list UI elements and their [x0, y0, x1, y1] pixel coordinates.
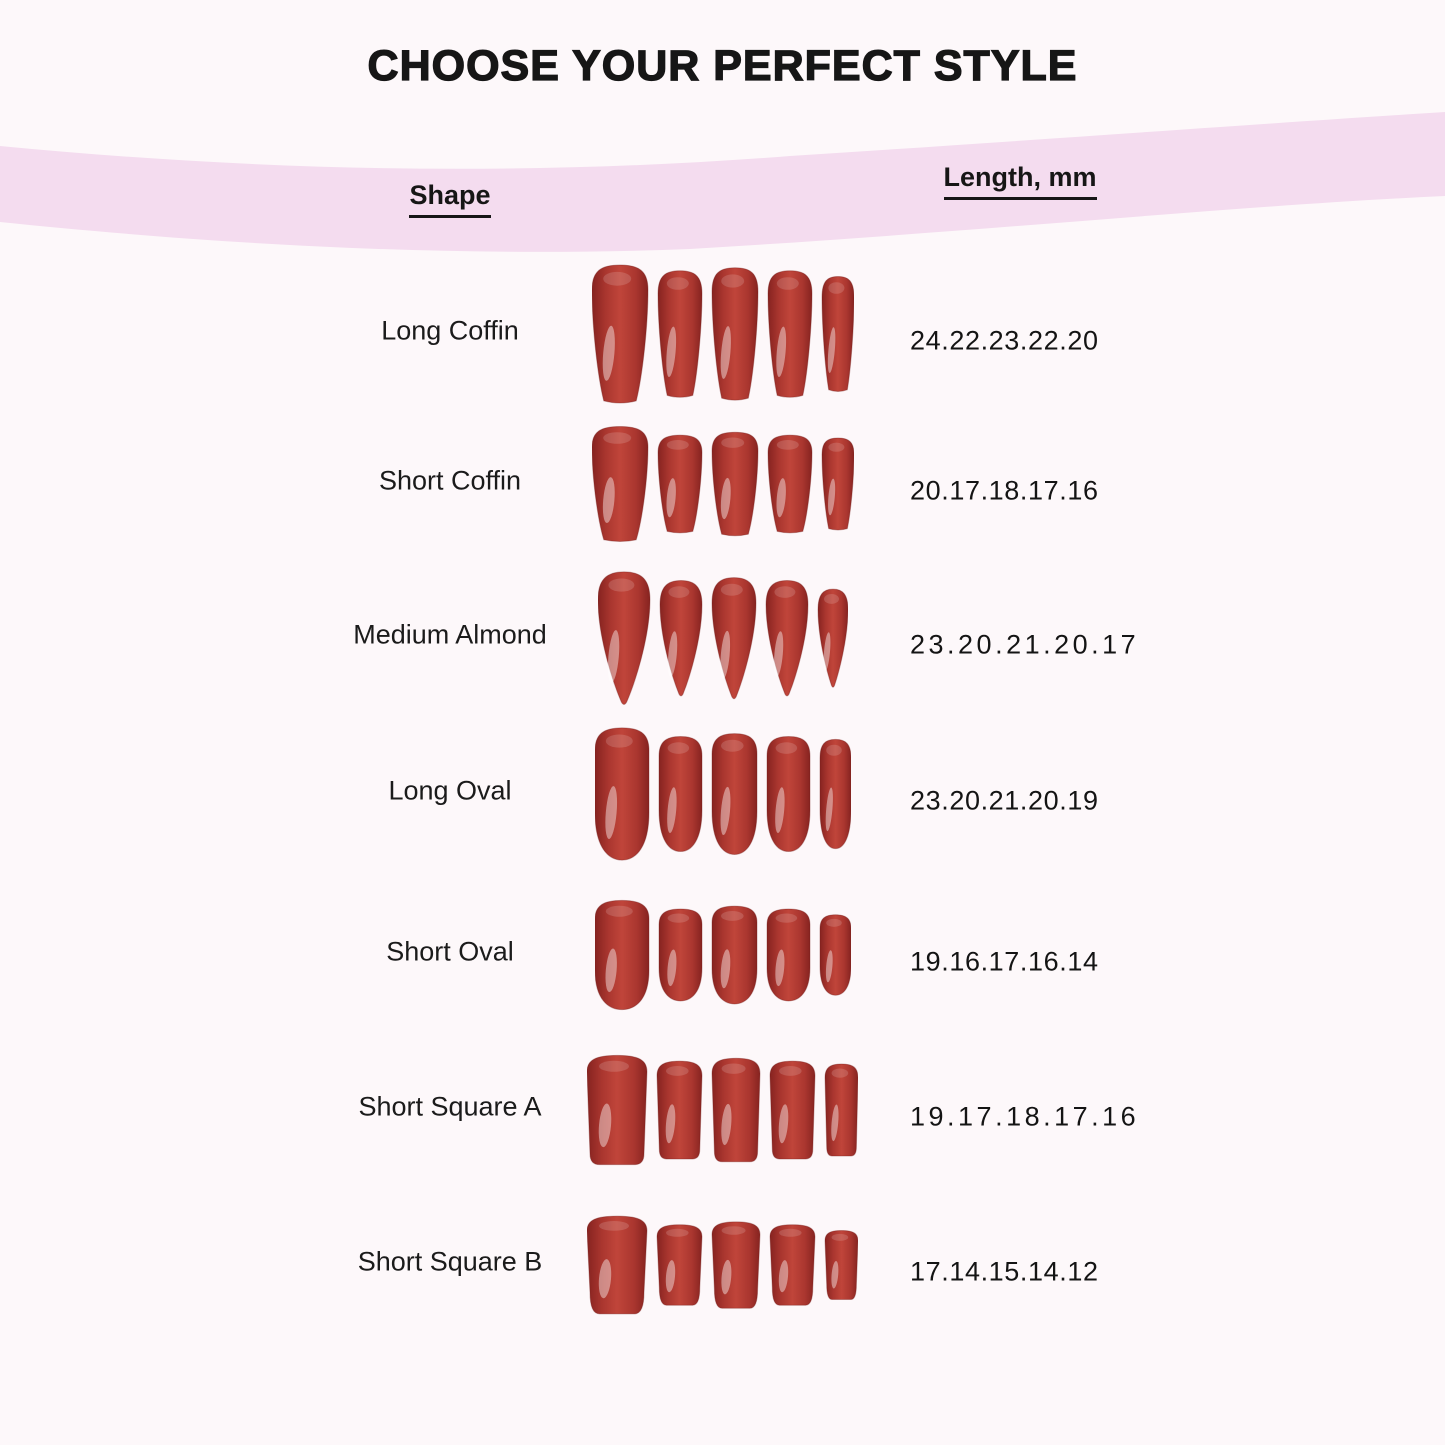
style-row-short-coffin: Short Coffin 20.17.18.17.16 — [0, 399, 1445, 569]
nail-set-image — [560, 570, 885, 706]
style-row-short-square-a: Short Square A 19.17.18.17.16 — [0, 1025, 1445, 1195]
nail-set-image — [560, 726, 885, 862]
column-header-length: Length, mm — [900, 162, 1140, 200]
length-values: 19.17.18.17.16 — [910, 1101, 1140, 1132]
style-row-long-oval: Long Oval 23.20.21.20.19 — [0, 709, 1445, 879]
column-header-shape-label: Shape — [409, 180, 491, 218]
shape-name: Short Oval — [386, 936, 514, 967]
nail-set-svg — [587, 1054, 858, 1166]
length-values: 19.16.17.16.14 — [910, 946, 1099, 977]
shape-name: Short Coffin — [378, 465, 522, 496]
nail-set-image — [560, 425, 885, 544]
shape-name: Long Oval — [388, 775, 512, 806]
column-header-length-label: Length, mm — [943, 162, 1097, 200]
shape-name: Long Coffin — [381, 315, 519, 346]
shape-name: Short Square B — [357, 1246, 543, 1277]
length-values: 23.20.21.20.19 — [910, 785, 1099, 816]
nail-set-image — [560, 1053, 885, 1166]
nail-set-svg — [594, 727, 851, 861]
ribbon-band — [0, 112, 1445, 252]
style-row-long-coffin: Long Coffin 24.22.23.22.20 — [0, 249, 1445, 419]
length-values: 20.17.18.17.16 — [910, 475, 1099, 506]
length-values: 17.14.15.14.12 — [910, 1256, 1099, 1287]
page-title: CHOOSE YOUR PERFECT STYLE — [367, 41, 1078, 90]
column-header-shape: Shape — [375, 180, 525, 218]
style-row-medium-almond: Medium Almond 23.20.21.20.17 — [0, 553, 1445, 723]
nail-set-svg — [594, 899, 851, 1011]
length-values: 24.22.23.22.20 — [910, 325, 1099, 356]
nail-set-svg — [597, 571, 848, 705]
nail-set-svg — [587, 1215, 858, 1315]
nail-set-image — [560, 1214, 885, 1316]
nail-set-image — [560, 898, 885, 1011]
style-row-short-square-b: Short Square B 17.14.15.14.12 — [0, 1180, 1445, 1350]
length-values: 23.20.21.20.17 — [910, 629, 1140, 660]
style-row-short-oval: Short Oval 19.16.17.16.14 — [0, 870, 1445, 1040]
nail-set-svg — [591, 264, 854, 404]
nail-set-image — [560, 263, 885, 405]
shape-name: Medium Almond — [353, 619, 547, 650]
shape-name: Short Square A — [358, 1091, 542, 1122]
nail-set-svg — [591, 425, 854, 542]
